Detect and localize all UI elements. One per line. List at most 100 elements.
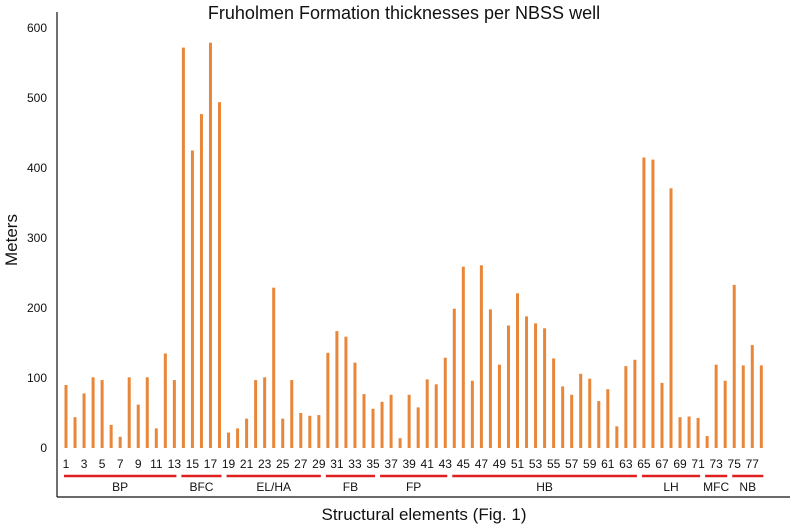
x-tick-label: 31 [330,457,344,471]
x-tick-label: 51 [511,457,525,471]
x-tick-label: 61 [601,457,615,471]
y-tick-label: 100 [27,371,47,385]
bar-67 [660,382,664,448]
bar-37 [389,394,393,448]
bar-73 [714,364,718,448]
bar-51 [516,293,519,448]
bar-54 [543,328,547,448]
x-tick-label: 17 [204,457,218,471]
y-tick-label: 600 [27,21,47,35]
x-tick-label: 23 [258,457,272,471]
bar-75 [732,284,736,448]
bar-14 [181,47,185,448]
x-tick-label: 65 [637,457,651,471]
bar-68 [669,188,673,449]
bar-52 [525,316,529,448]
bar-47 [479,265,483,448]
bar-44 [452,308,456,448]
x-tick-label: 35 [366,457,380,471]
group-label: FB [343,480,358,494]
bar-60 [597,401,601,448]
bar-20 [236,428,240,448]
x-axis-title: Structural elements (Fig. 1) [321,505,526,524]
bar-29 [317,415,321,448]
bar-8 [127,377,131,448]
bar-70 [687,416,691,448]
x-tick-label: 75 [728,457,742,471]
bar-24 [272,287,276,448]
bar-33 [353,362,357,448]
bar-66 [651,159,655,448]
y-tick-label: 400 [27,161,47,175]
x-tick-label: 47 [475,457,489,471]
x-tick-label: 7 [117,457,124,471]
bar-53 [534,323,538,448]
x-tick-label: 15 [186,457,200,471]
x-tick-label: 69 [673,457,687,471]
bar-76 [741,365,745,448]
group-label: FP [406,480,421,494]
x-tick-label: 27 [294,457,308,471]
x-tick-label: 67 [655,457,669,471]
group-label: BFC [189,480,213,494]
x-tick-label: 37 [384,457,398,471]
bar-12 [163,353,167,448]
x-tick-label: 45 [457,457,471,471]
bar-4 [91,377,95,448]
bar-41 [425,379,429,448]
y-tick-label: 0 [40,441,47,455]
bar-43 [443,357,447,448]
x-tick-labels: 1 3 5 7 9 11 13 15 17 19 21 23 25 27 29 31 33 35 37 39 41 43 4… [63,457,760,471]
x-tick-label: 13 [168,457,182,471]
bar-17 [208,42,212,448]
bar-1 [64,385,68,448]
x-tick-label: 73 [709,457,723,471]
x-tick-label: 29 [312,457,326,471]
bar-59 [588,378,592,448]
bar-19 [227,432,231,448]
bar-69 [678,417,682,448]
bar-46 [470,380,474,448]
bar-64 [633,359,637,448]
y-tick-label: 500 [27,91,47,105]
group-brackets: BP BFC EL/HA FB FP HB LH MFC NB [64,474,764,494]
bar-15 [190,150,194,448]
bar-55 [552,358,556,448]
bar-22 [254,380,258,448]
bar-61 [606,389,610,448]
x-tick-label: 9 [135,457,142,471]
bar-49 [497,364,501,448]
x-tick-label: 5 [99,457,106,471]
bar-13 [172,380,176,448]
x-tick-label: 11 [150,457,163,471]
bar-18 [218,102,222,448]
group-label: HB [536,480,553,494]
x-tick-label: 63 [619,457,633,471]
bar-58 [579,373,583,448]
bar-36 [380,401,384,448]
chart-title: Fruholmen Formation thicknesses per NBSS… [208,3,600,23]
bar-74 [723,380,727,448]
bar-2 [73,417,77,448]
x-tick-label: 49 [493,457,507,471]
bar-48 [488,309,492,448]
x-tick-label: 3 [81,457,88,471]
bar-21 [245,418,249,448]
x-tick-label: 59 [583,457,597,471]
bar-27 [299,413,303,448]
bar-16 [199,114,203,448]
bar-3 [82,393,86,448]
bar-63 [624,366,628,448]
y-axis-title: Meters [2,214,21,266]
x-tick-label: 77 [746,457,760,471]
bar-71 [696,417,700,448]
bar-23 [263,377,267,448]
bar-62 [615,426,619,448]
x-tick-label: 33 [348,457,362,471]
bar-25 [281,418,285,448]
bars [64,42,763,449]
bar-30 [326,352,330,448]
bar-72 [705,436,709,448]
bar-26 [290,380,294,448]
